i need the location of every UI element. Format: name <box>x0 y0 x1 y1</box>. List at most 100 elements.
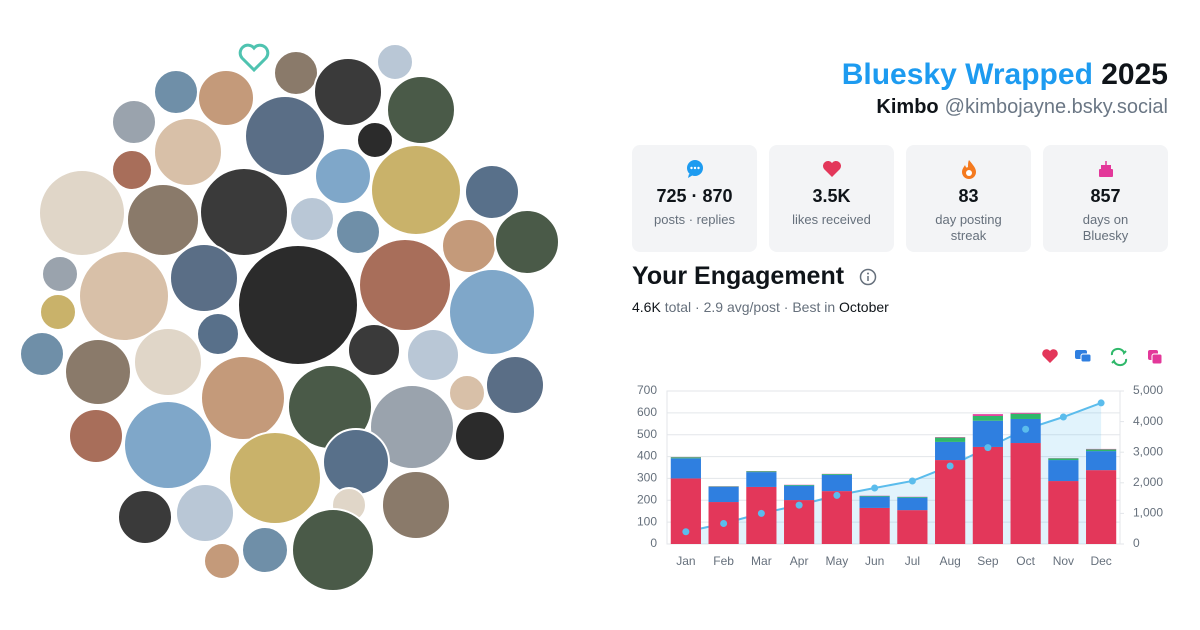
avatar <box>200 355 286 441</box>
avatar <box>153 69 199 115</box>
total-label: total · <box>664 299 700 315</box>
avatar <box>358 238 452 332</box>
bar-segment <box>1048 481 1079 544</box>
bar-segment <box>897 497 928 498</box>
bar-segment <box>1010 443 1041 544</box>
avatar <box>335 209 381 255</box>
avatar <box>485 355 545 415</box>
avatar <box>175 483 235 543</box>
x-tick-label: Apr <box>790 554 809 568</box>
icon <box>1098 161 1113 177</box>
display-name: Kimbo <box>876 96 939 118</box>
x-tick-label: Jan <box>676 554 695 568</box>
bar-segment <box>670 458 701 479</box>
bar-segment <box>708 486 739 503</box>
bar-segment <box>1010 413 1041 419</box>
handle: @kimbojayne.bsky.social <box>944 96 1168 118</box>
avatar <box>448 374 486 412</box>
avatar <box>406 328 460 382</box>
bar-segment <box>821 474 852 475</box>
stat-card: 83 day posting streak <box>906 145 1031 252</box>
avatar <box>19 331 65 377</box>
y-tick-label: 100 <box>637 514 657 528</box>
bar-segment <box>1086 470 1117 544</box>
avatar <box>244 95 326 177</box>
avatar <box>386 75 456 145</box>
y2-tick-label: 5,000 <box>1133 383 1163 397</box>
total: 4.6K <box>632 299 661 315</box>
bar-segment <box>935 437 966 442</box>
bar-segment <box>935 441 966 461</box>
avatar <box>370 144 462 236</box>
user: Kimbo @kimbojayne.bsky.social <box>842 96 1168 119</box>
line-point <box>757 509 765 517</box>
avatar <box>322 428 390 496</box>
stat-value: 857 <box>1090 186 1121 206</box>
y-tick-label: 700 <box>637 383 657 397</box>
avatar <box>464 164 520 220</box>
legend-replies[interactable] <box>1075 350 1092 363</box>
line-point <box>1022 425 1030 433</box>
best-month: October <box>839 299 889 315</box>
line-point <box>908 477 916 485</box>
y-tick-label: 400 <box>637 449 657 463</box>
avatar <box>494 209 560 275</box>
y2-tick-label: 3,000 <box>1133 444 1163 458</box>
y-tick-label: 600 <box>637 405 657 419</box>
legend-quotes[interactable] <box>1148 350 1163 365</box>
avatar <box>237 244 359 366</box>
heart-icon <box>238 43 270 73</box>
avatar <box>78 250 170 342</box>
avatar <box>441 218 497 274</box>
y-tick-label: 0 <box>650 536 657 550</box>
x-tick-label: Dec <box>1090 554 1111 568</box>
bar-segment <box>1048 460 1079 482</box>
legend-likes[interactable] <box>1042 349 1058 363</box>
engagement-chart: 0 100 200 300 400 500 600 700 0 1,000 2,000 3,000 4,… <box>637 347 1163 568</box>
stat-label: posts · replies <box>654 212 735 227</box>
y-tick-label: 500 <box>637 427 657 441</box>
bar-segment <box>897 497 928 511</box>
stat-card: 725 · 870 posts · replies <box>632 145 757 252</box>
avatar <box>381 470 451 540</box>
engagement-heading: Your Engagement <box>632 262 877 291</box>
legend-reposts[interactable] <box>1110 347 1128 367</box>
avatar <box>273 50 319 96</box>
bar-segment <box>897 510 928 544</box>
x-tick-label: Aug <box>939 554 960 568</box>
avatar <box>38 169 126 257</box>
avatar <box>454 410 506 462</box>
stat-label: day posting streak <box>935 212 1002 243</box>
legend <box>1042 347 1163 367</box>
avatar <box>123 400 213 490</box>
stat-label: likes received <box>792 212 871 227</box>
icon <box>822 161 841 177</box>
heading-text: Your Engagement <box>632 262 845 290</box>
bar-segment <box>1048 458 1079 461</box>
avatar <box>314 147 372 205</box>
bar-segment <box>972 415 1003 421</box>
line-point <box>871 484 879 492</box>
avatar <box>68 408 124 464</box>
avatar-cloud <box>19 43 560 592</box>
avatar <box>369 384 455 470</box>
avatar <box>133 327 203 397</box>
header: Bluesky Wrapped 2025 Kimbo @kimbojayne.bs… <box>842 58 1168 119</box>
bar-segment <box>1086 449 1117 452</box>
stat-value: 83 <box>958 186 979 206</box>
avatar <box>376 43 414 81</box>
title-text: Bluesky Wrapped <box>841 58 1093 91</box>
average: 2.9 avg/post · <box>703 299 789 315</box>
avatar <box>111 149 153 191</box>
bar-segment <box>859 495 890 497</box>
line-point <box>720 519 728 527</box>
line-point <box>833 491 841 499</box>
bar-segment <box>1010 412 1041 414</box>
bar-segment <box>859 507 890 544</box>
avatar <box>41 255 79 293</box>
info-icon[interactable] <box>859 268 877 286</box>
stat-label: days on Bluesky <box>1082 212 1129 243</box>
y-tick-label: 200 <box>637 492 657 506</box>
x-tick-label: Jul <box>905 554 920 568</box>
